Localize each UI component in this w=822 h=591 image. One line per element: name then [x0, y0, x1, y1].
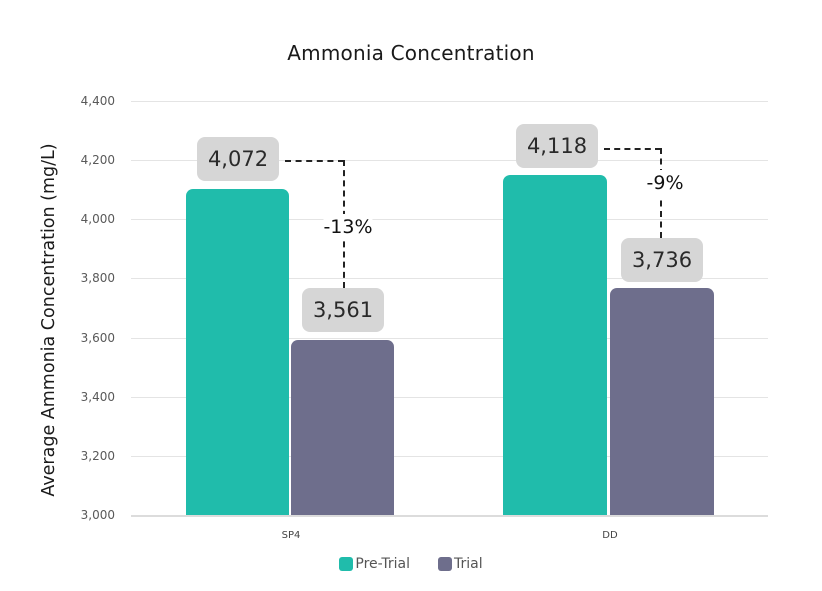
chart-title: Ammonia Concentration	[287, 41, 535, 65]
connector-line	[604, 148, 661, 150]
bar-trial-dd[interactable]	[610, 288, 714, 515]
x-category-label: DD	[602, 530, 618, 541]
y-axis-label: Average Ammonia Concentration (mg/L)	[39, 143, 59, 497]
legend-label: Pre-Trial	[355, 556, 411, 572]
y-tick-label: 4,400	[80, 94, 115, 108]
percent-change-label: -9%	[646, 170, 684, 196]
x-category-label: SP4	[281, 530, 301, 541]
gridline	[131, 515, 768, 517]
y-tick-label: 3,800	[80, 271, 115, 286]
gridline	[131, 337, 768, 339]
plot-area	[131, 101, 768, 517]
y-tick-label: 3,200	[80, 448, 115, 463]
gridline	[131, 396, 768, 398]
legend-item-pre-trial[interactable]: Pre-Trial	[339, 556, 410, 572]
data-label-pre-trial: 4,072	[197, 137, 279, 181]
y-tick-label: 3,600	[80, 330, 115, 345]
gridline	[131, 219, 768, 221]
y-tick-label: 3,400	[80, 389, 115, 404]
connector-line	[285, 160, 344, 162]
data-label-trial: 3,561	[302, 288, 384, 332]
y-tick-label: 4,000	[80, 212, 115, 227]
legend-item-trial[interactable]: Trial	[438, 556, 483, 572]
gridline	[131, 278, 768, 280]
gridline	[131, 101, 768, 102]
y-tick-label: 3,000	[80, 508, 115, 522]
legend: Pre-Trial Trial	[0, 556, 822, 572]
data-label-pre-trial: 4,118	[516, 124, 598, 168]
gridline	[131, 160, 768, 162]
gridline	[131, 455, 768, 457]
bar-pre-trial-sp4[interactable]	[186, 188, 289, 515]
legend-swatch-trial	[438, 557, 453, 571]
data-label-trial: 3,736	[621, 238, 703, 282]
y-tick-label: 4,200	[80, 153, 115, 168]
percent-change-label: -13%	[323, 214, 373, 240]
bar-pre-trial-dd[interactable]	[503, 175, 607, 515]
bar-trial-sp4[interactable]	[291, 340, 394, 515]
legend-swatch-pre-trial	[339, 557, 354, 571]
legend-label: Trial	[454, 556, 483, 572]
